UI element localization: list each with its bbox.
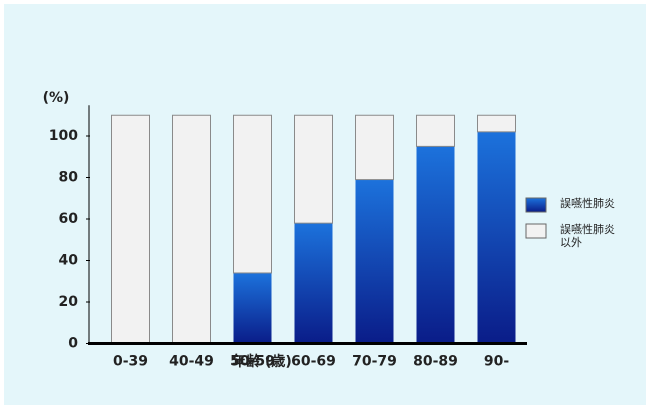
bar-segment xyxy=(355,114,394,181)
y-tick-label: 60 xyxy=(59,211,79,227)
y-tick-label: 100 xyxy=(49,128,78,144)
bar-segment xyxy=(294,223,333,344)
x-tick-label: 40-49 xyxy=(169,354,214,370)
x-tick-label: 0-39 xyxy=(113,354,148,370)
x-tick-label: 70-79 xyxy=(352,354,397,370)
y-axis-label: (%) xyxy=(43,90,70,106)
x-axis-label: 年齢 (歳) xyxy=(232,353,292,370)
legend-label: 誤嚥性肺炎以外 xyxy=(560,223,615,249)
legend-swatch xyxy=(525,223,547,239)
y-tick-label: 80 xyxy=(59,170,79,186)
x-tick-label: 50-59 xyxy=(230,354,275,370)
legend-swatch xyxy=(525,197,547,213)
bar-segment xyxy=(416,146,455,344)
y-tick-label: 20 xyxy=(59,294,79,310)
y-tick-label: 40 xyxy=(59,253,79,269)
bar-segment xyxy=(294,114,333,224)
bar-segment xyxy=(477,131,516,344)
bar-segment xyxy=(111,114,150,344)
y-tick-label: 0 xyxy=(68,336,78,352)
bar-segment xyxy=(477,114,516,133)
bar-segment xyxy=(416,114,455,147)
x-tick-label: 60-69 xyxy=(291,354,336,370)
bar-segment xyxy=(355,179,394,344)
x-tick-label: 90- xyxy=(484,354,509,370)
bar-segment xyxy=(233,114,272,274)
bar-segment xyxy=(172,114,211,344)
x-tick-label: 80-89 xyxy=(413,354,458,370)
bar-segment xyxy=(233,272,272,344)
legend-label: 誤嚥性肺炎 xyxy=(560,197,615,210)
